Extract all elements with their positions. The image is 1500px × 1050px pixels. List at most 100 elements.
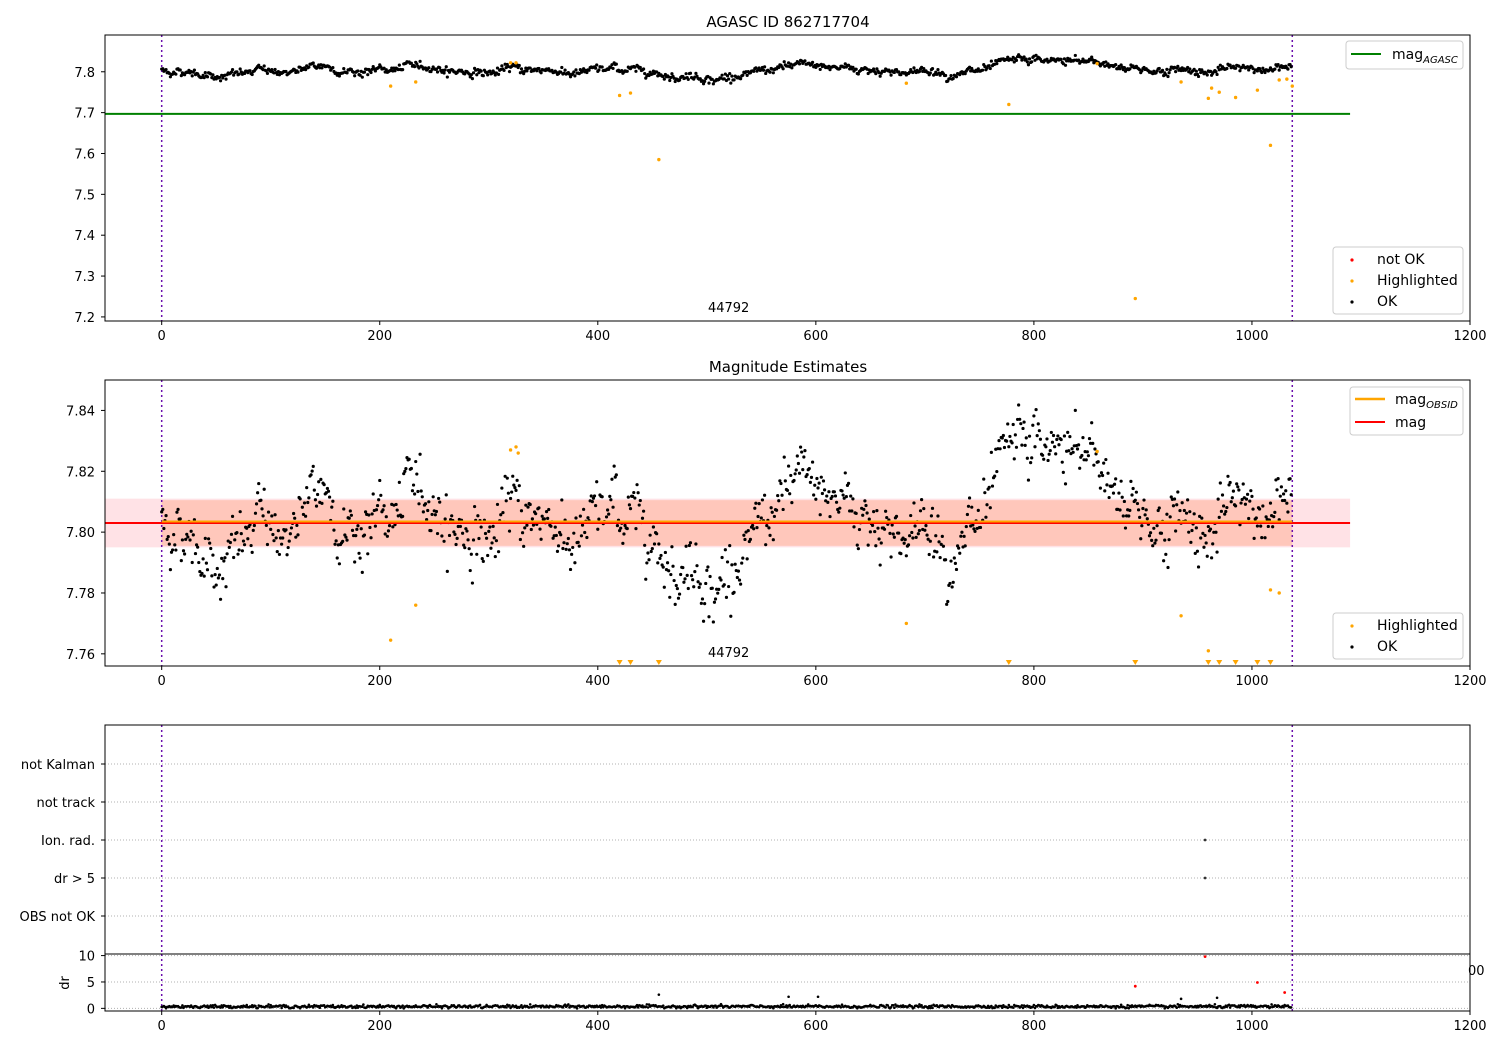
ok-point <box>1193 551 1197 556</box>
ok-point <box>798 445 803 449</box>
ok-point <box>1107 495 1111 500</box>
ok-point <box>353 560 357 564</box>
ok-point <box>1045 437 1049 441</box>
ok-point <box>618 528 622 533</box>
dr-ok-point <box>636 1006 640 1009</box>
ok-point <box>662 585 666 589</box>
ok-point <box>786 464 791 468</box>
ok-point <box>802 455 806 459</box>
ok-point <box>820 491 824 496</box>
dr-ok-point <box>1118 1005 1122 1009</box>
ok-point <box>1239 501 1243 505</box>
ok-point <box>764 71 768 76</box>
ok-point <box>490 541 494 545</box>
ok-point <box>1276 477 1280 481</box>
ok-point <box>1038 437 1043 441</box>
ok-point <box>797 62 802 66</box>
ok-point <box>1029 461 1033 465</box>
ok-point <box>496 550 501 554</box>
ok-point <box>673 79 677 84</box>
ok-point <box>1169 495 1173 499</box>
ok-point <box>387 524 392 528</box>
ok-point <box>1127 514 1131 518</box>
ok-point <box>1164 73 1168 77</box>
ok-point <box>1148 531 1153 535</box>
ok-point <box>633 496 637 500</box>
ok-point <box>198 569 202 574</box>
ok-point <box>1222 504 1226 508</box>
below-range-marker <box>1216 660 1223 665</box>
ok-point <box>547 507 551 512</box>
ok-point <box>984 515 988 519</box>
ok-point <box>180 538 185 542</box>
flags-panel: OBS not OK dr > 5 Ion. rad. not track not Ka… <box>20 724 1471 955</box>
ok-point <box>522 544 526 548</box>
dr-ok-point <box>1032 1003 1036 1007</box>
highlighted-point <box>508 448 513 452</box>
ok-point <box>1196 565 1201 569</box>
ok-point <box>722 77 726 81</box>
ok-point <box>906 543 911 547</box>
ok-point <box>1195 549 1200 553</box>
ok-point <box>920 498 924 502</box>
ok-point <box>752 527 756 531</box>
y-tick-label: 7.78 <box>66 587 95 602</box>
ok-point <box>1142 498 1146 502</box>
highlighted-point <box>514 445 518 449</box>
dr-ok-point <box>212 1006 216 1009</box>
legend-mag-obsid: magOBSID <box>1395 392 1458 411</box>
ok-point <box>262 487 266 491</box>
y-tick-label: 7.5 <box>74 188 95 203</box>
ok-point <box>1229 500 1233 504</box>
ok-point <box>524 503 528 507</box>
dr-ok-point <box>781 1002 785 1006</box>
ok-point <box>249 543 253 548</box>
ok-point <box>1167 538 1171 542</box>
ok-point <box>427 66 431 70</box>
ok-point <box>417 502 421 506</box>
ok-point <box>987 485 991 489</box>
ok-point <box>425 517 429 522</box>
ok-point <box>1128 508 1132 512</box>
dr-ok-point <box>440 1006 444 1010</box>
ok-point <box>910 530 914 535</box>
ok-point <box>953 561 957 566</box>
y-tick-label: 5 <box>87 976 95 991</box>
ok-point <box>230 68 235 72</box>
ok-point <box>959 534 963 538</box>
ok-point <box>1211 542 1215 546</box>
ok-point <box>1019 422 1023 426</box>
ok-point <box>607 67 611 71</box>
ok-point <box>810 60 815 64</box>
ok-point <box>354 534 358 538</box>
ok-point <box>222 559 226 563</box>
ok-point <box>711 82 715 86</box>
ok-point <box>938 555 942 560</box>
below-range-marker <box>1267 660 1274 665</box>
x-tick-label: 1200 <box>1453 674 1486 689</box>
ok-point <box>320 66 324 70</box>
ok-point <box>988 66 992 71</box>
ok-point <box>356 524 360 528</box>
ok-point <box>1135 501 1140 506</box>
ok-point <box>826 500 830 505</box>
dr-ok-point <box>307 1003 311 1007</box>
ok-point <box>808 480 812 484</box>
ok-point <box>1081 57 1085 61</box>
ok-point <box>564 547 568 551</box>
ok-point <box>838 506 842 510</box>
ok-point <box>985 503 989 507</box>
ok-point <box>1284 489 1288 493</box>
ok-point <box>594 66 598 70</box>
ok-point <box>640 516 645 520</box>
ok-point <box>230 514 235 518</box>
ok-point <box>710 586 714 590</box>
ok-point <box>327 495 332 499</box>
ok-point <box>1189 540 1193 544</box>
ok-point <box>706 565 710 569</box>
ok-point <box>600 495 604 499</box>
ok-point <box>227 545 231 549</box>
ok-point <box>252 523 256 528</box>
ok-point <box>1237 488 1241 492</box>
ok-point <box>729 81 733 85</box>
